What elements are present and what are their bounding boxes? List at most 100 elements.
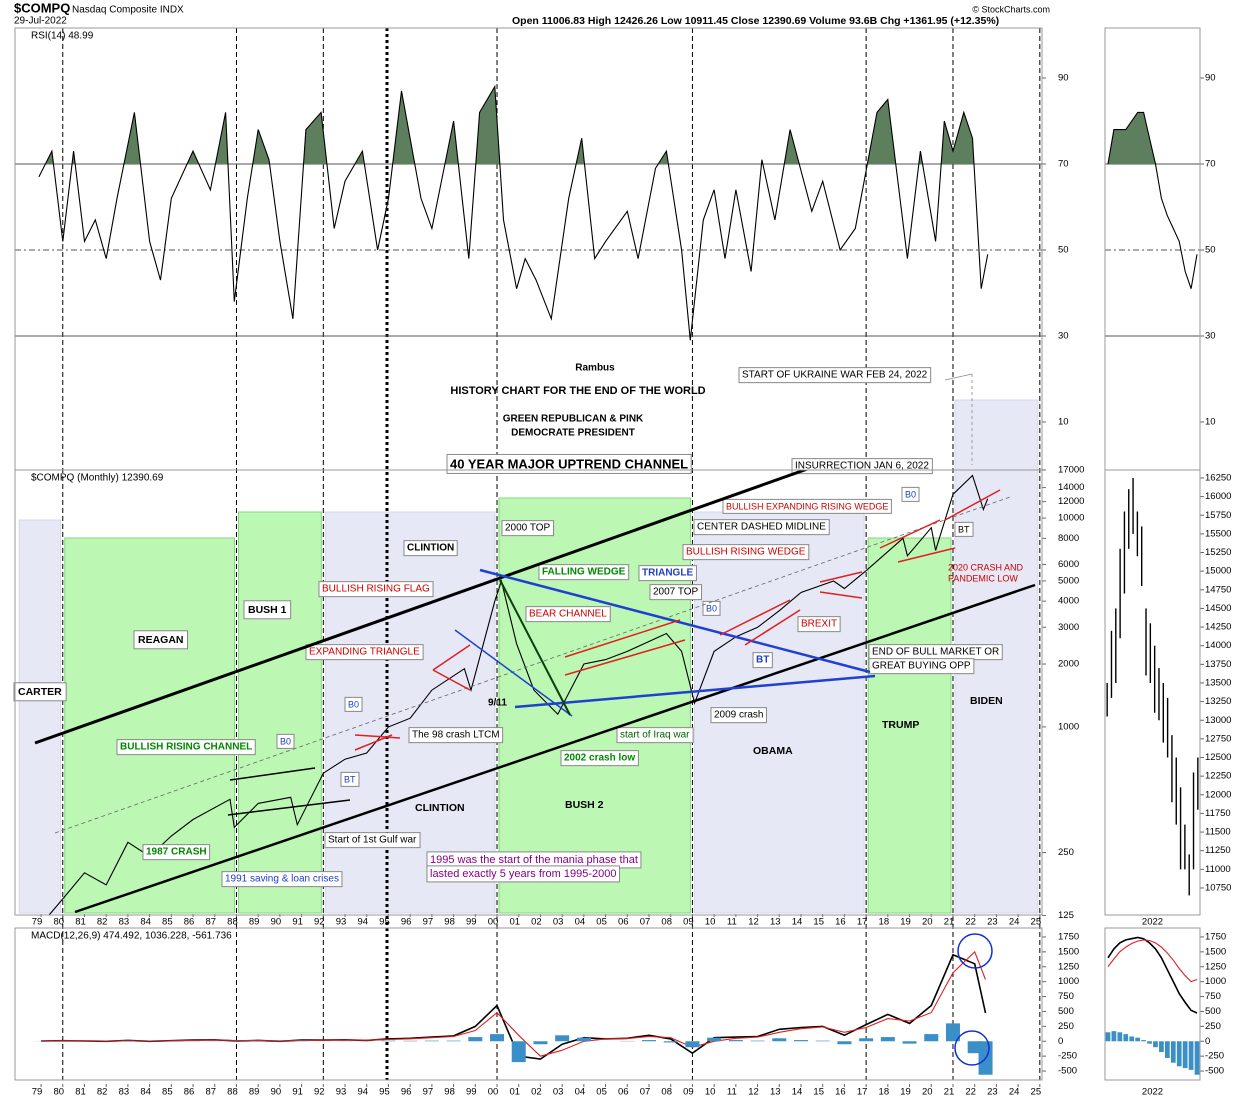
x-tick-label: 18 xyxy=(879,917,890,928)
x-tick-label: 22 xyxy=(965,1087,976,1098)
side-macd-frame xyxy=(1104,927,1201,1081)
x-tick-label: 23 xyxy=(987,1087,998,1098)
trend-line xyxy=(564,619,681,658)
trend-line xyxy=(819,571,863,583)
y-tick-label: 0 xyxy=(1205,1036,1210,1047)
period-label: BUSH 2 xyxy=(565,799,604,811)
x-tick-label: 83 xyxy=(119,1087,130,1098)
x-tick-label: 97 xyxy=(423,917,434,928)
annotation: CLINTION xyxy=(407,543,454,554)
annotation: B0 xyxy=(905,489,916,499)
data-layer: 1030507090125250100020003000400050006000… xyxy=(15,73,1231,1098)
data-line xyxy=(38,84,989,341)
annotation-box xyxy=(538,564,630,581)
y-tick-label: 1250 xyxy=(1058,961,1079,972)
y-tick-label: 15250 xyxy=(1205,547,1231,558)
x-tick-label: 91 xyxy=(292,917,303,928)
annotation: 2007 TOP xyxy=(653,587,699,598)
histogram-bar xyxy=(967,1041,982,1054)
annotation-box xyxy=(276,733,295,749)
histogram-bar xyxy=(555,1035,570,1042)
histogram-bar xyxy=(685,1041,700,1048)
x-tick-label: 22 xyxy=(965,917,976,928)
histogram-bar xyxy=(1123,1034,1129,1042)
histogram-bar xyxy=(1111,1031,1117,1042)
side-rsi-frame xyxy=(1104,27,1201,471)
y-tick-label: 1000 xyxy=(1205,976,1226,987)
trend-line xyxy=(514,674,876,709)
period-label: OBAMA xyxy=(753,745,793,757)
y-tick-label: 16000 xyxy=(1205,491,1231,502)
overbought-fill xyxy=(1107,112,1198,164)
annotation-box xyxy=(649,584,703,601)
label-box xyxy=(133,630,189,650)
annotation: EXPANDING TRIANGLE xyxy=(309,647,420,658)
y-tick-label: 13750 xyxy=(1205,659,1231,670)
x-tick-label: 89 xyxy=(249,1087,260,1098)
y-tick-label: 250 xyxy=(1058,1021,1074,1032)
y-tick-label: -500 xyxy=(1205,1066,1224,1077)
annotation-box xyxy=(305,644,424,661)
x-tick-label: 95 xyxy=(379,917,390,928)
x-tick-label: 20 xyxy=(922,917,933,928)
histogram-bar xyxy=(728,1040,743,1042)
annotation: 2002 crash low xyxy=(564,753,635,764)
trend-line xyxy=(227,799,351,816)
y-tick-label: -250 xyxy=(1205,1051,1224,1062)
x-tick-label: 93 xyxy=(336,1087,347,1098)
x-tick-label: 79 xyxy=(32,917,43,928)
y-tick-label: 50 xyxy=(1058,245,1069,256)
x-tick-label: 15 xyxy=(813,1087,824,1098)
annotation-layer: RSI(14) 48.99 $COMPQ (Monthly) 12390.69 CA… xyxy=(13,31,1036,1066)
annotation-box xyxy=(682,544,810,561)
annotation-box xyxy=(403,540,458,557)
credit: © StockCharts.com xyxy=(972,4,1050,14)
annotation: DEMOCRATE PRESIDENT xyxy=(511,428,635,439)
histogram-bar xyxy=(381,1040,396,1042)
y-tick-label: 12000 xyxy=(1205,789,1231,800)
x-tick-label: 24 xyxy=(1009,917,1020,928)
y-tick-label: 13000 xyxy=(1205,715,1231,726)
y-tick-label: 14500 xyxy=(1205,603,1231,614)
x-tick-label: 21 xyxy=(944,1087,955,1098)
y-tick-label: 90 xyxy=(1205,73,1216,84)
highlight-circle xyxy=(957,933,993,969)
x-tick-label: 17 xyxy=(857,1087,868,1098)
annotation: 2000 TOP xyxy=(505,523,551,534)
x-tick-label: 09 xyxy=(683,917,694,928)
y-tick-label: 10 xyxy=(1058,417,1069,428)
annotation-box xyxy=(752,652,773,669)
panel-title: RSI(14) 48.99 xyxy=(31,31,94,42)
y-tick-label: 8000 xyxy=(1058,533,1079,544)
x-tick-label: 10 xyxy=(705,1087,716,1098)
y-tick-label: 1500 xyxy=(1205,946,1226,957)
annotation-box xyxy=(221,871,343,888)
histogram-bar xyxy=(793,1040,808,1042)
x-tick-label: 87 xyxy=(205,917,216,928)
y-tick-label: 0 xyxy=(1058,1036,1063,1047)
x-tick-label: 19 xyxy=(900,917,911,928)
x-tick-label: 05 xyxy=(596,917,607,928)
y-tick-label: 10000 xyxy=(1058,513,1084,524)
histogram-bar xyxy=(1129,1036,1135,1042)
histogram-bar xyxy=(1188,1041,1194,1070)
annotation: FALLING WEDGE xyxy=(542,567,626,578)
label-box xyxy=(243,600,292,620)
trend-line xyxy=(944,373,973,381)
x-tick-label: 92 xyxy=(314,917,325,928)
histogram-bar xyxy=(1141,1040,1146,1042)
x-tick-label: 87 xyxy=(205,1087,216,1098)
trend-line xyxy=(744,609,801,646)
trend-line xyxy=(944,489,1001,521)
x-tick-label: 09 xyxy=(683,1087,694,1098)
x-tick-label: 00 xyxy=(488,917,499,928)
period-label: 2022 xyxy=(1142,1087,1163,1098)
x-tick-label: 81 xyxy=(75,1087,86,1098)
y-tick-label: 500 xyxy=(1205,1006,1221,1017)
trend-line xyxy=(229,767,316,781)
x-tick-label: 83 xyxy=(119,917,130,928)
x-tick-label: 01 xyxy=(509,917,520,928)
signal-line xyxy=(1107,939,1198,983)
x-tick-label: 96 xyxy=(401,917,412,928)
